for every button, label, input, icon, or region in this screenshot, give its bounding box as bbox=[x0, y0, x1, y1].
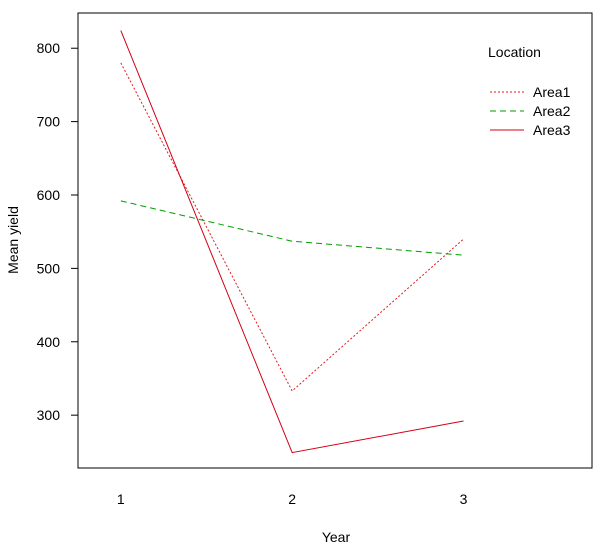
x-axis: 1 2 3 bbox=[117, 491, 468, 507]
y-tick-label: 400 bbox=[37, 334, 61, 350]
series-line-area2 bbox=[120, 200, 464, 256]
series-lines bbox=[120, 30, 464, 454]
y-axis: 300 400 500 600 700 800 bbox=[37, 40, 79, 423]
y-tick-label: 300 bbox=[37, 407, 61, 423]
y-tick-label: 800 bbox=[37, 40, 61, 56]
x-axis-title: Year bbox=[322, 529, 351, 545]
legend-items: Area1 Area2 Area3 bbox=[490, 84, 571, 138]
y-axis-title: Mean yield bbox=[5, 206, 21, 274]
x-tick-label: 3 bbox=[460, 491, 468, 507]
legend-title: Location bbox=[488, 44, 541, 60]
y-tick-label: 500 bbox=[37, 260, 61, 276]
y-tick-label: 700 bbox=[37, 114, 61, 130]
legend-label-area2: Area2 bbox=[533, 103, 571, 119]
series-line-area3 bbox=[120, 30, 464, 454]
legend-label-area3: Area3 bbox=[533, 122, 571, 138]
legend-label-area1: Area1 bbox=[533, 84, 571, 100]
y-tick-label: 600 bbox=[37, 187, 61, 203]
series-line-area1 bbox=[120, 62, 464, 392]
legend: Location Area1 Area2 Area3 bbox=[488, 44, 571, 138]
x-tick-label: 2 bbox=[288, 491, 296, 507]
x-tick-label: 1 bbox=[117, 491, 125, 507]
plot-area-frame bbox=[77, 12, 593, 469]
